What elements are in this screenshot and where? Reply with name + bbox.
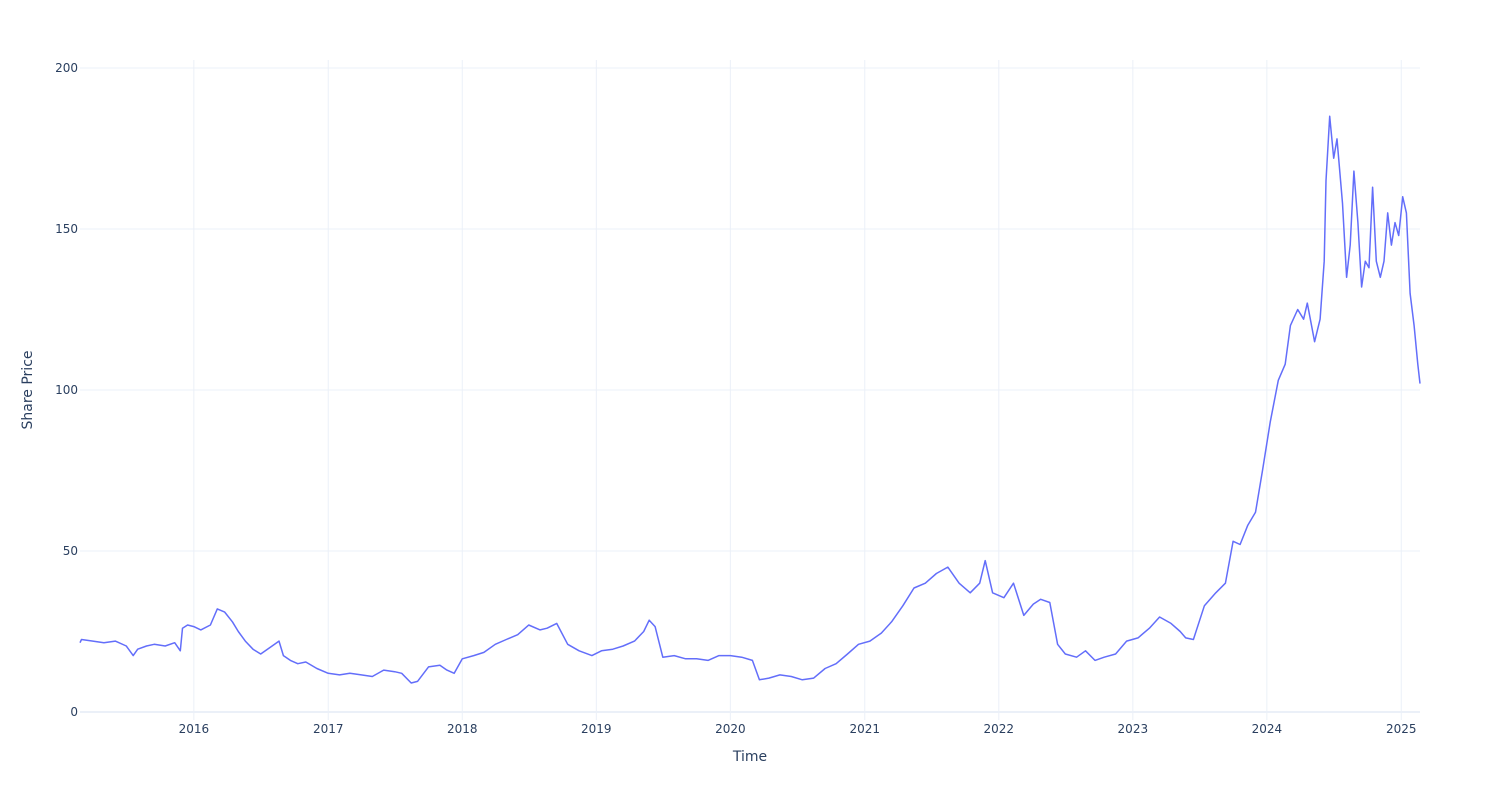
x-tick-label: 2016	[179, 722, 210, 736]
tick-labels: 2016 2017 2018 2019 2020 2021 2022 2023 2024 2025…	[55, 61, 1416, 736]
y-tick-label: 50	[63, 544, 78, 558]
x-tick-label: 2017	[313, 722, 344, 736]
y-tick-label: 100	[55, 383, 78, 397]
x-tick-label: 2022	[984, 722, 1015, 736]
x-tick-label: 2020	[715, 722, 746, 736]
grid	[80, 60, 1420, 720]
y-tick-label: 0	[70, 705, 78, 719]
x-axis-title: Time	[732, 749, 767, 765]
x-tick-label: 2025	[1386, 722, 1417, 736]
x-tick-label: 2024	[1252, 722, 1283, 736]
plot-area	[79, 115, 1421, 684]
y-tick-label: 150	[55, 222, 78, 236]
x-tick-label: 2023	[1118, 722, 1149, 736]
x-tick-label: 2018	[447, 722, 478, 736]
y-tick-label: 200	[55, 61, 78, 75]
x-tick-label: 2019	[581, 722, 612, 736]
share-price-line	[79, 115, 1421, 684]
y-axis-title: Share Price	[20, 350, 36, 429]
x-tick-label: 2021	[849, 722, 880, 736]
